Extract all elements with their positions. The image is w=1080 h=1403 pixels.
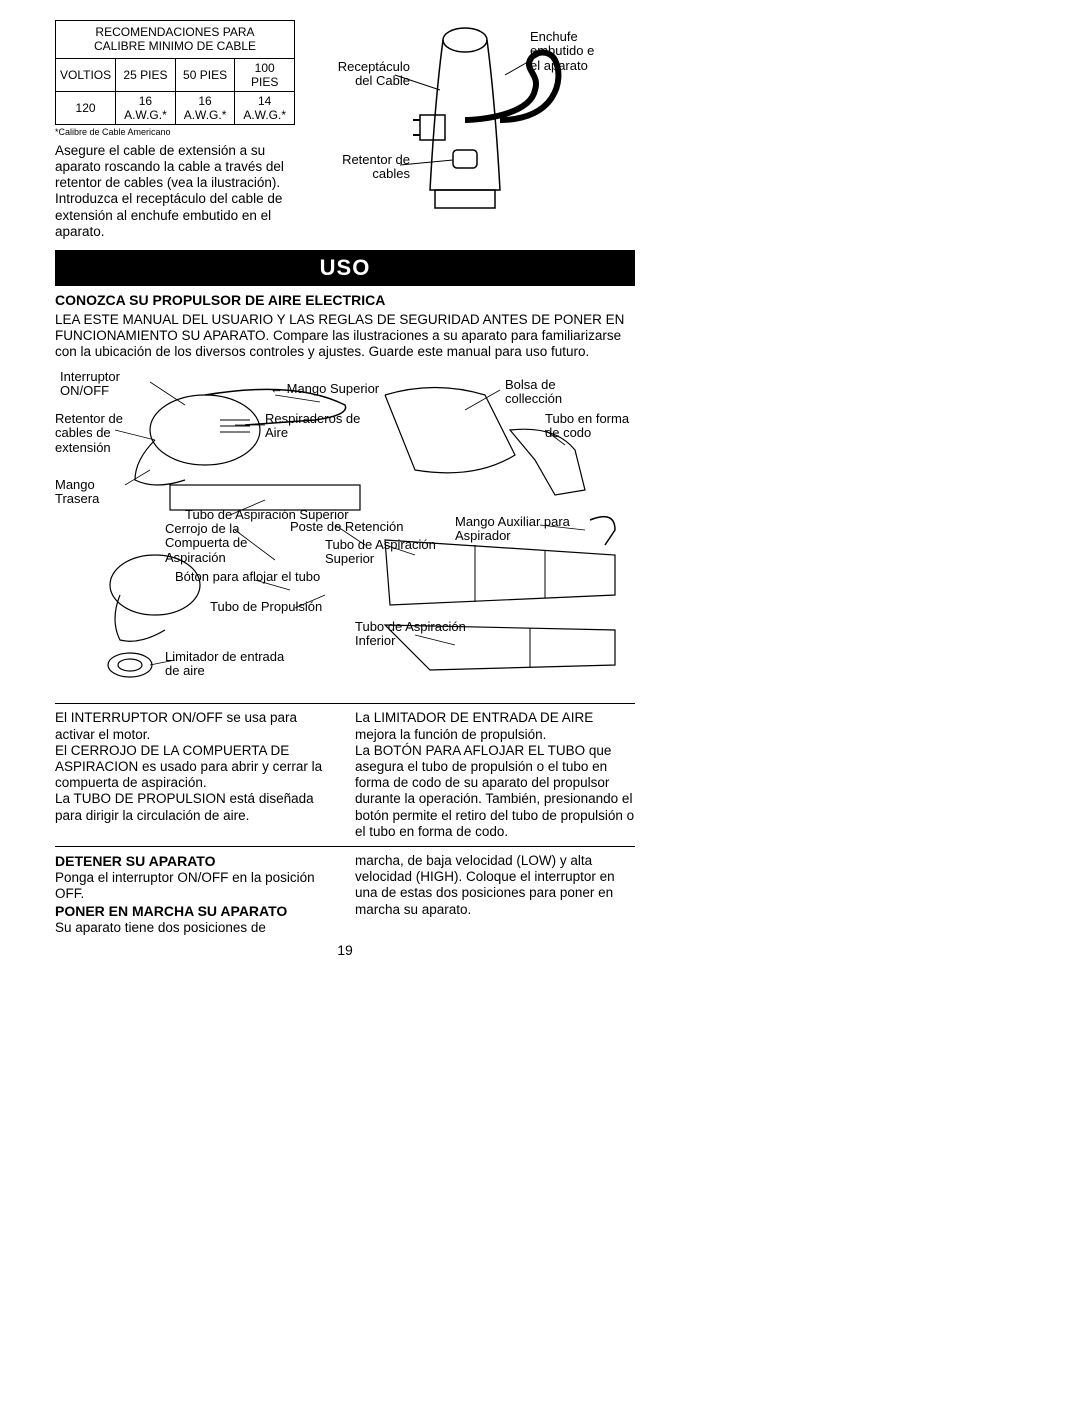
lbl-retentor-ext: Retentor de cables de extensión [55,412,145,455]
label-retentor: Retentor de cables [335,153,410,182]
gauge-header-voltios: VOLTIOS [56,58,116,91]
conozca-heading: CONOZCA SU PROPULSOR DE AIRE ELECTRICA [55,292,635,308]
lbl-mango-trasera: Mango Trasera [55,478,135,507]
lbl-boton-aflojar: Bóton para aflojar el tubo [175,570,355,584]
gauge-cell-100: 14 A.W.G.* [235,91,295,124]
uso-heading-band: USO [55,250,635,286]
lbl-mango-aux: Mango Auxiliar para Aspirador [455,515,575,544]
lbl-limitador: Limitador de entrada de aire [165,650,295,679]
gauge-footnote: *Calibre de Cable Americano [55,127,305,137]
gauge-header-50: 50 PIES [175,58,235,91]
poner-para: Su aparato tiene dos posiciones de [55,920,266,935]
gauge-cell-50: 16 A.W.G.* [175,91,235,124]
lbl-bolsa: Bolsa de collección [505,378,595,407]
lbl-interruptor: Interruptor ON/OFF [60,370,155,399]
secure-cable-paragraph: Asegure el cable de extensión a su apara… [55,143,305,240]
conozca-paragraph: LEA ESTE MANUAL DEL USUARIO Y LAS REGLAS… [55,312,635,361]
feature-col-right: La LIMITADOR DE ENTRADA DE AIRE mejora l… [355,710,635,840]
lbl-cerrojo: Cerrojo de la Compuerta de Aspiración [165,522,295,565]
lbl-tubo-prop: Tubo de Propulsión [210,600,360,614]
plug-diagram: Receptáculo del Cable Enchufe embutido e… [335,20,635,233]
lbl-respiraderos: Respiraderos de Aire [265,412,365,441]
lbl-tubo-asp-inf: Tubo de Aspiración Inferior [355,620,505,649]
lbl-tubo-codo: Tubo en forma de codo [545,412,635,441]
lbl-poste: Poste de Retención [290,520,410,534]
lbl-mango-superior: ← Mango Superior [270,382,390,396]
gauge-table-title: RECOMENDACIONES PARA CALIBRE MINIMO DE C… [56,21,295,59]
lbl-tubo-asp-sup2: Tubo de Aspiración Superior [325,538,455,567]
detener-para: Ponga el interruptor ON/OFF en la posici… [55,870,315,901]
label-enchufe: Enchufe embutido en el aparato [530,30,595,73]
startstop-col-right: marcha, de baja velocidad (LOW) y alta v… [355,853,635,936]
startstop-col-left: DETENER SU APARATO Ponga el interruptor … [55,853,335,936]
gauge-header-25: 25 PIES [116,58,176,91]
gauge-table-header-row: VOLTIOS 25 PIES 50 PIES 100 PIES [56,58,295,91]
gauge-cell-25: 16 A.W.G.* [116,91,176,124]
divider-1 [55,703,635,704]
detener-heading: DETENER SU APARATO [55,853,216,869]
blower-diagram: Interruptor ON/OFF ← Mango Superior Bols… [55,370,635,690]
feature-col-left: El INTERRUPTOR ON/OFF se usa para activa… [55,710,335,840]
gauge-cell-volt: 120 [56,91,116,124]
gauge-header-100: 100 PIES [235,58,295,91]
label-receptaculo: Receptáculo del Cable [335,60,410,89]
poner-heading: PONER EN MARCHA SU APARATO [55,903,287,919]
gauge-table: RECOMENDACIONES PARA CALIBRE MINIMO DE C… [55,20,295,125]
gauge-table-data-row: 120 16 A.W.G.* 16 A.W.G.* 14 A.W.G.* [56,91,295,124]
divider-2 [55,846,635,847]
page-number: 19 [55,942,635,958]
